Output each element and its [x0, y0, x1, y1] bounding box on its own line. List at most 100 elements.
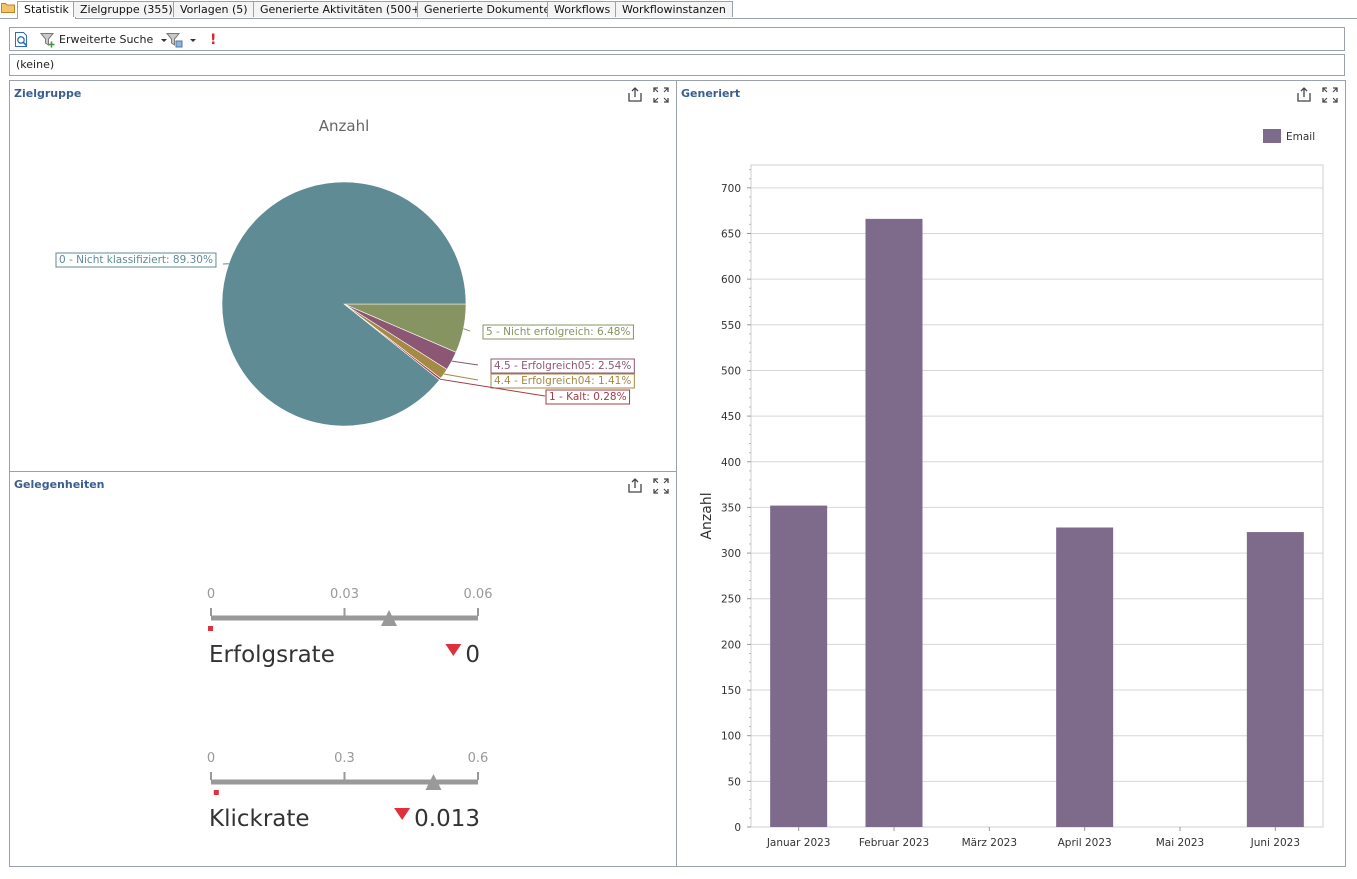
- pie-slice-label: 4.4 - Erfolgreich04: 1.41%: [494, 375, 631, 387]
- y-tick-label: 400: [721, 457, 741, 469]
- legend: Email: [1263, 129, 1315, 143]
- filter-add-icon: [40, 32, 55, 47]
- pie-slice-label: 5 - Nicht erfolgreich: 6.48%: [486, 326, 630, 338]
- pie-label-box: [490, 358, 635, 374]
- plot-area: [750, 164, 1324, 828]
- tab-statistik[interactable]: Statistik: [17, 1, 76, 19]
- y-tick-label: 300: [721, 548, 741, 560]
- tab-vorlagen[interactable]: Vorlagen (5): [173, 1, 255, 17]
- x-tick-label: Januar 2023: [766, 837, 831, 849]
- active-filter-text: (keine): [16, 58, 55, 71]
- search-document-button[interactable]: [14, 31, 30, 48]
- generiert-panel: Generiert 0 50 100 150 200 250 300 350 400 450 500…: [676, 80, 1346, 867]
- gauge-value: 0.013: [414, 806, 480, 832]
- pie-leader-line: [439, 378, 546, 397]
- trend-down-icon: [394, 808, 411, 820]
- maximize-icon[interactable]: [652, 86, 670, 104]
- pie-leader-line: [443, 373, 479, 381]
- y-tick-label: 550: [721, 320, 741, 332]
- search-document-icon: [15, 32, 28, 47]
- panel-title-zielgruppe: Zielgruppe: [14, 87, 82, 100]
- export-icon[interactable]: [626, 477, 644, 495]
- bar-chart: 0 50 100 150 200 250 300 350 400 450 500 550 600 650 7…: [699, 129, 1324, 849]
- exclamation-icon: !: [210, 31, 217, 48]
- folder-icon: [1, 3, 15, 13]
- tab-generierte-dokumente[interactable]: Generierte Dokumente: [417, 1, 558, 17]
- legend-swatch: [1263, 129, 1281, 143]
- y-tick-label: 150: [721, 685, 741, 697]
- gauge-name: Klickrate: [209, 806, 310, 832]
- y-tick-label: 250: [721, 594, 741, 606]
- x-tick-label: März 2023: [962, 837, 1017, 849]
- bar[interactable]: [865, 218, 923, 827]
- zielgruppe-panel: Zielgruppe Anzahl 5 - Nicht erfolgreich:…: [9, 80, 677, 472]
- pie-label-box: [482, 324, 634, 340]
- legend-label: Email: [1286, 131, 1315, 143]
- gauge-value-bar: [208, 626, 213, 631]
- tab-workflowinstanzen[interactable]: Workflowinstanzen: [615, 1, 733, 17]
- pie-label-box: [545, 389, 631, 405]
- advanced-search-button[interactable]: Erweiterte Suche: [40, 31, 169, 48]
- y-tick-label: 450: [721, 411, 741, 423]
- active-filter-bar[interactable]: (keine): [9, 54, 1345, 76]
- gauge-tick-label: 0: [207, 751, 215, 766]
- pie-leader-line: [451, 360, 479, 366]
- dropdown-arrow-icon: [161, 38, 168, 42]
- y-tick-label: 650: [721, 228, 741, 240]
- bar[interactable]: [770, 505, 828, 827]
- pie-chart: Anzahl 5 - Nicht erfolgreich: 6.48% 4.5 -…: [55, 117, 635, 427]
- bar[interactable]: [1246, 532, 1304, 827]
- bar[interactable]: [1056, 527, 1114, 827]
- y-tick-label: 500: [721, 365, 741, 377]
- y-tick-label: 700: [721, 183, 741, 195]
- gauge-value-bar: [213, 790, 219, 795]
- gelegenheiten-panel: Gelegenheiten 0 0.03 0.06 Erfolgsrate 0 0 0.3 0…: [9, 471, 677, 867]
- x-tick-label: Juni 2023: [1250, 837, 1300, 849]
- panel-title-gelegenheiten: Gelegenheiten: [14, 478, 105, 491]
- gauge-tick-label: 0.6: [468, 751, 489, 766]
- y-tick-label: 350: [721, 502, 741, 514]
- dropdown-arrow-icon: [190, 38, 196, 42]
- export-icon[interactable]: [626, 86, 644, 104]
- toolbar: Erweiterte Suche !: [9, 27, 1345, 51]
- pie-label-box: [490, 373, 635, 389]
- advanced-search-label: Erweiterte Suche: [59, 33, 154, 46]
- trend-down-icon: [445, 644, 462, 656]
- tab-workflows[interactable]: Workflows: [547, 1, 618, 17]
- y-tick-label: 0: [734, 822, 741, 834]
- y-tick-label: 600: [721, 274, 741, 286]
- y-tick-label: 200: [721, 639, 741, 651]
- pie-title: Anzahl: [319, 117, 370, 135]
- warning-button[interactable]: !: [210, 31, 216, 48]
- gauge-value: 0: [465, 642, 480, 668]
- gauge-tick-label: 0.03: [330, 587, 359, 602]
- filter-settings-icon: [166, 32, 183, 47]
- tab-bar: Statistik Zielgruppe (355) Vorlagen (5) …: [0, 0, 1357, 19]
- y-tick-label: 100: [721, 731, 741, 743]
- y-tick-label: 50: [728, 776, 741, 788]
- y-axis-label: Anzahl: [699, 492, 715, 539]
- filter-options-button[interactable]: [166, 31, 198, 48]
- pie-slice[interactable]: [221, 181, 467, 427]
- gauge-tick-label: 0.06: [464, 587, 493, 602]
- maximize-icon[interactable]: [1321, 86, 1339, 104]
- pie-slice-label: 0 - Nicht klassifiziert: 89.30%: [59, 254, 213, 266]
- kpi-gauge: 0 0.3 0.6 Klickrate 0.013: [207, 751, 488, 832]
- gauge-tick-label: 0.3: [334, 751, 355, 766]
- pie-leader-line: [463, 328, 471, 332]
- maximize-icon[interactable]: [652, 477, 670, 495]
- gauge-target-marker: [425, 774, 442, 790]
- tab-zielgruppe[interactable]: Zielgruppe (355): [73, 1, 180, 17]
- panel-title-generiert: Generiert: [681, 87, 741, 100]
- gauge-name: Erfolgsrate: [209, 642, 335, 668]
- export-icon[interactable]: [1295, 86, 1313, 104]
- gauge-tick-label: 0: [207, 587, 215, 602]
- x-tick-label: Februar 2023: [859, 837, 929, 849]
- gauge-target-marker: [381, 610, 397, 626]
- pie-slice-label: 4.5 - Erfolgreich05: 2.54%: [494, 360, 631, 372]
- kpi-gauge: 0 0.03 0.06 Erfolgsrate 0: [207, 587, 493, 668]
- tab-generierte-aktivitaeten[interactable]: Generierte Aktivitäten (500+): [253, 1, 432, 17]
- x-tick-label: Mai 2023: [1156, 837, 1204, 849]
- pie-label-box: [55, 252, 217, 268]
- x-tick-label: April 2023: [1058, 837, 1112, 849]
